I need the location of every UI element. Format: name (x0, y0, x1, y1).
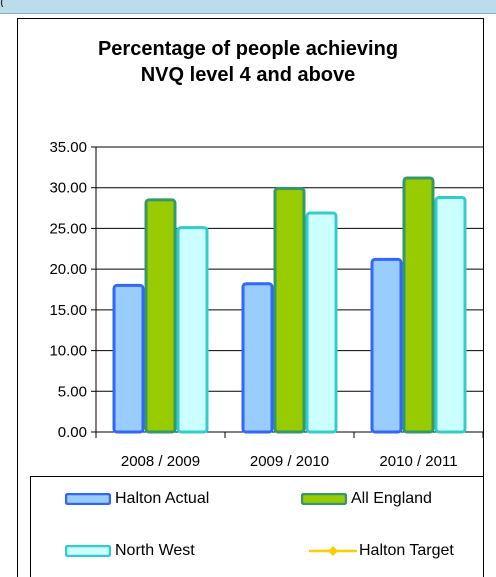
y-tick-label: 20.00 (49, 261, 87, 278)
y-tick-label: 25.00 (49, 220, 87, 237)
bar-halton-actual (241, 282, 274, 434)
y-tick-label: 35.00 (49, 139, 87, 156)
chart-title-line-1: Percentage of people achieving (97, 38, 399, 60)
bar-north-west (176, 226, 209, 434)
bar-halton-actual (112, 283, 145, 434)
chart-title-line-2: NVQ level 4 and above (140, 64, 356, 86)
bar-all-england (144, 198, 177, 434)
bar-north-west (434, 195, 467, 434)
bar-all-england (402, 176, 435, 434)
y-tick-label: 10.00 (49, 343, 87, 360)
legend-label-halton-target: Halton Target (359, 542, 454, 559)
legend-swatch-all-england (301, 493, 347, 505)
y-tick-label: 5.00 (58, 383, 87, 400)
legend-label-north-west: North West (115, 542, 195, 559)
x-tick-label: 2009 / 2010 (250, 453, 329, 470)
y-tick-label: 0.00 (58, 424, 87, 441)
chart-title: Percentage of people achieving NVQ level… (0, 36, 496, 88)
legend: Halton Actual All England North West Hal… (30, 476, 484, 577)
legend-label-all-england: All England (351, 490, 432, 507)
y-tick-label: 30.00 (49, 180, 87, 197)
top-strip-text: ( (0, 0, 496, 7)
top-strip: ( (0, 0, 496, 14)
x-tick-label: 2008 / 2009 (121, 453, 200, 470)
legend-swatch-halton-target (309, 546, 357, 556)
legend-swatch-halton-actual (65, 493, 111, 505)
legend-swatch-north-west (65, 545, 111, 557)
x-tick-label: 2010 / 2011 (379, 453, 457, 470)
bar-halton-actual (370, 257, 403, 434)
bar-all-england (273, 187, 306, 434)
y-tick-label: 15.00 (49, 302, 87, 319)
legend-label-halton-actual: Halton Actual (115, 490, 210, 507)
bar-north-west (305, 211, 338, 434)
